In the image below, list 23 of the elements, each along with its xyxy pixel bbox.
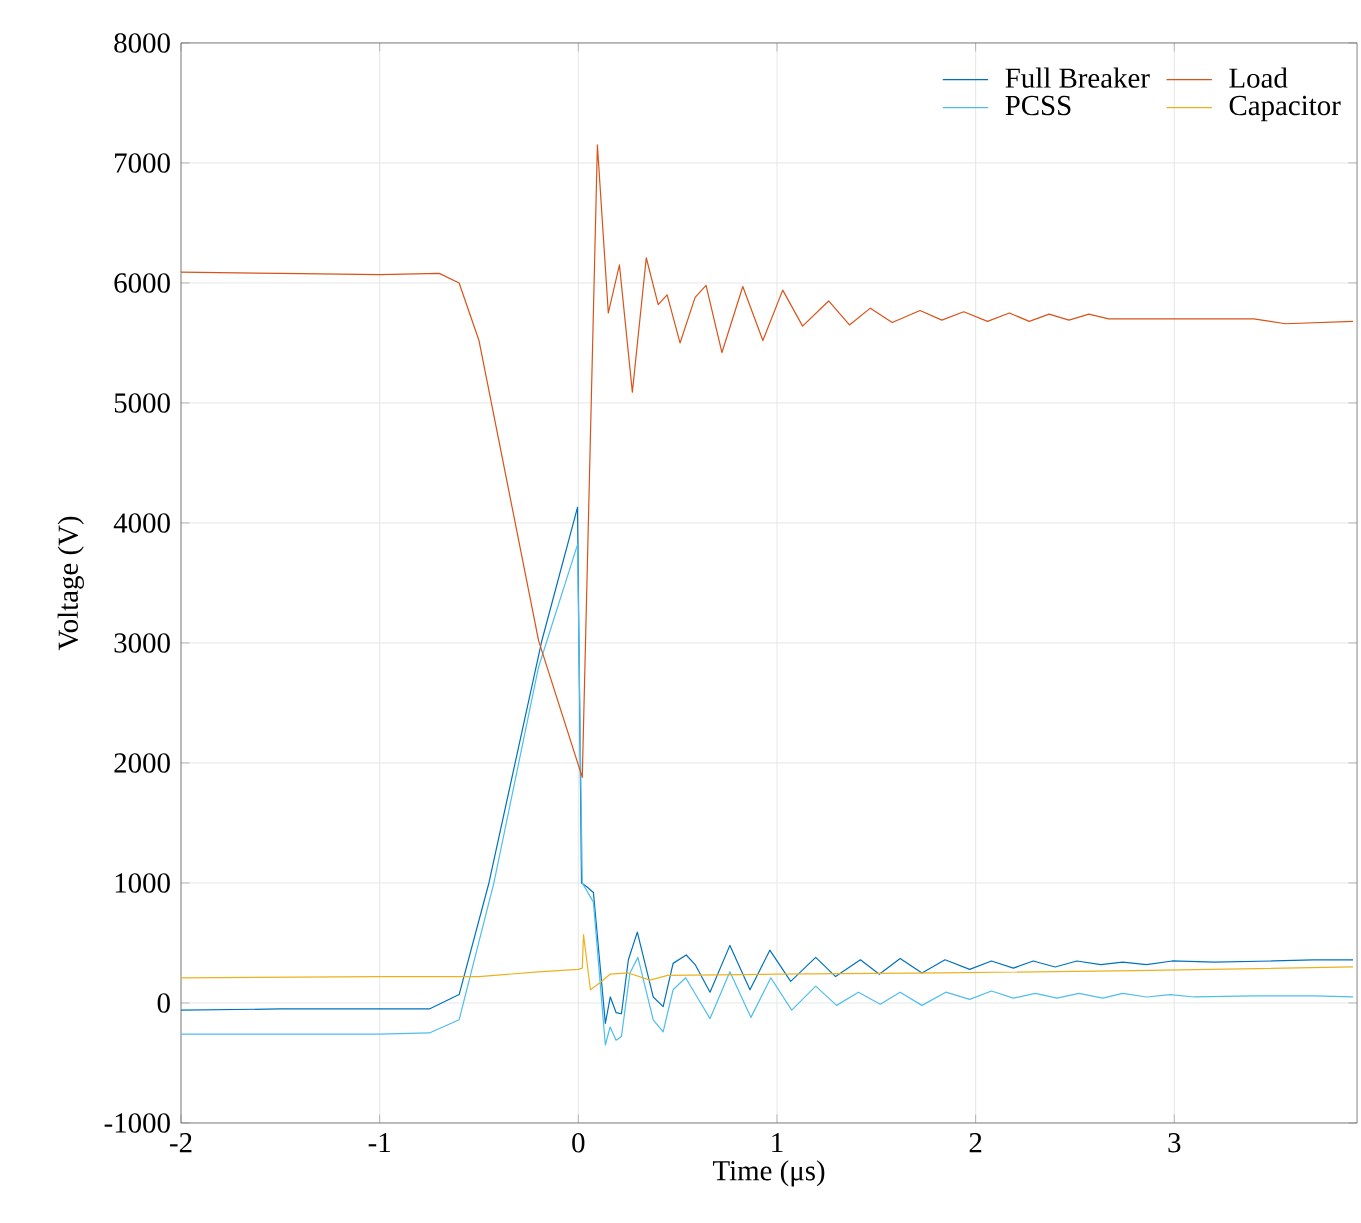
y-tick-label: 8000	[114, 33, 170, 53]
y-tick-label: 5000	[114, 393, 170, 413]
y-tick-label: 0	[157, 993, 170, 1013]
y-tick-label: 3000	[114, 633, 170, 653]
legend-label: Capacitor	[1229, 95, 1341, 122]
y-tick-label: -1000	[104, 1113, 170, 1133]
y-tick-label: 1000	[115, 873, 170, 893]
x-axis-title: Time (μs)	[712, 1160, 825, 1187]
x-tick-label: 1	[772, 1132, 783, 1153]
x-tick-label: -1	[368, 1132, 390, 1153]
x-tick-label: 3	[1168, 1133, 1181, 1153]
legend-label: Full Breaker	[1005, 67, 1150, 88]
y-tick-label: 7000	[115, 153, 170, 173]
legend-label: Load	[1229, 67, 1288, 88]
y-tick-label: 4000	[113, 513, 170, 533]
y-tick-label: 2000	[114, 753, 170, 773]
x-tick-label: 2	[969, 1133, 982, 1153]
line-series	[181, 933, 1354, 991]
y-axis-title: Voltage (V)	[57, 516, 84, 651]
x-tick-label: 0	[572, 1133, 585, 1153]
legend-label: PCSS	[1005, 95, 1071, 116]
x-tick-label: -2	[170, 1133, 192, 1153]
y-tick-label: 6000	[114, 273, 170, 293]
